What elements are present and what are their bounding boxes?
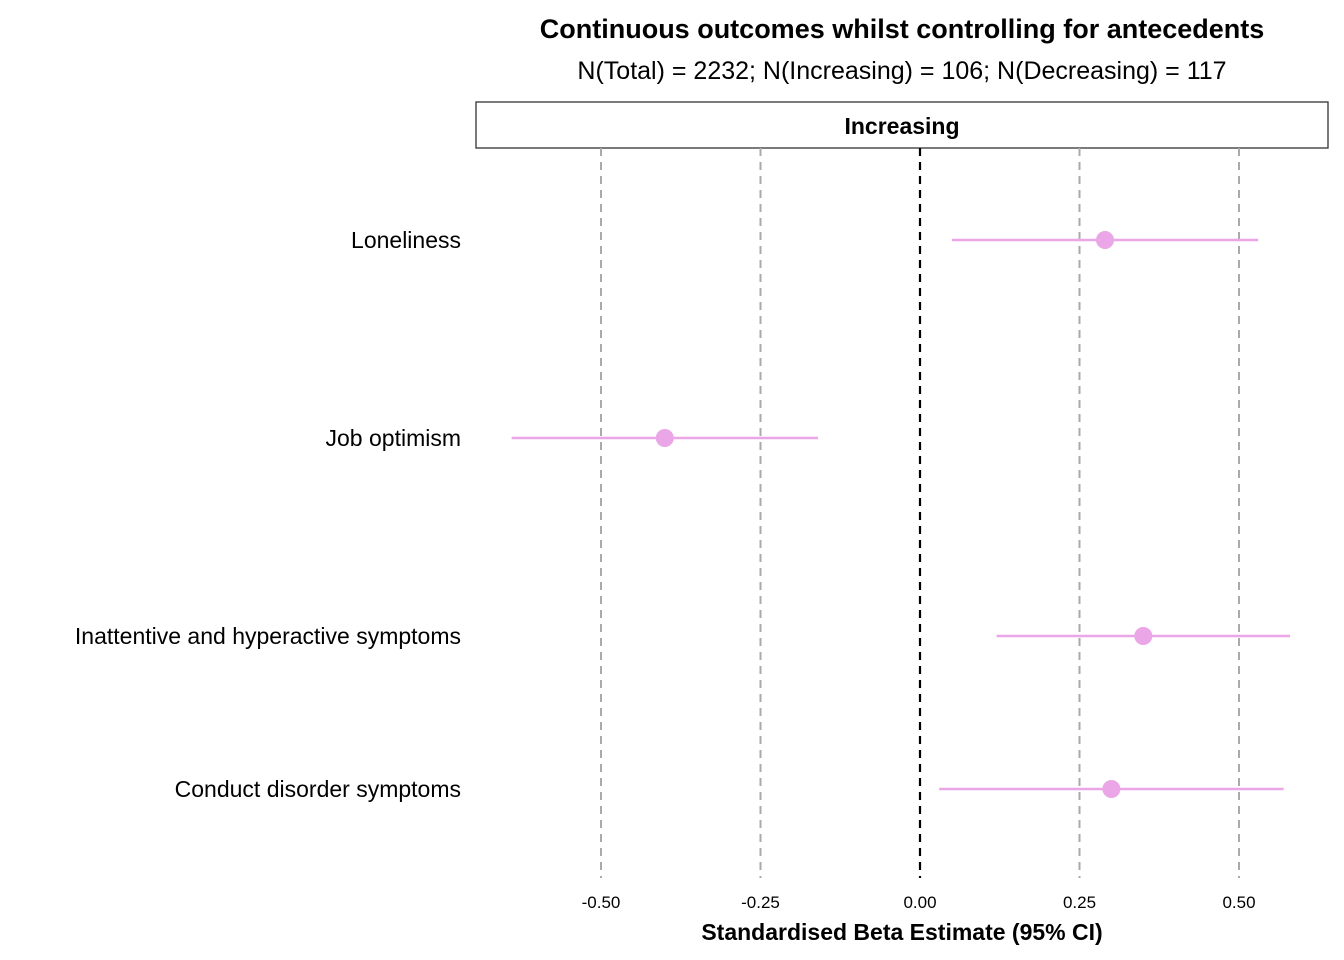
y-label-job-optimism: Job optimism xyxy=(326,425,461,451)
estimate-point-inattentive-and-hyperactive-symptoms xyxy=(1134,627,1153,645)
x-tick-label-0: -0.50 xyxy=(582,893,621,912)
y-label-inattentive-and-hyperactive-symptoms: Inattentive and hyperactive symptoms xyxy=(75,623,461,649)
x-axis-ticks: -0.50 -0.25 0.00 0.25 0.50 xyxy=(582,893,1256,912)
x-axis-title: Standardised Beta Estimate (95% CI) xyxy=(701,919,1102,945)
y-label-conduct-disorder-symptoms: Conduct disorder symptoms xyxy=(175,776,461,802)
x-tick-label-2: 0.00 xyxy=(903,893,936,912)
estimate-point-conduct-disorder-symptoms xyxy=(1102,780,1121,798)
x-tick-label-3: 0.25 xyxy=(1063,893,1096,912)
gridlines xyxy=(600,148,1240,878)
facet-strip: Increasing xyxy=(475,101,1329,149)
x-tick-label-4: 0.50 xyxy=(1222,893,1255,912)
x-tick-label-1: -0.25 xyxy=(741,893,780,912)
estimate-point-job-optimism xyxy=(655,429,674,447)
estimate-point-loneliness xyxy=(1096,231,1115,249)
facet-strip-box xyxy=(475,101,1329,149)
y-label-loneliness: Loneliness xyxy=(351,227,461,253)
plot-marks xyxy=(511,231,1291,798)
facet-strip-label: Increasing xyxy=(844,113,959,139)
chart-title: Continuous outcomes whilst controlling f… xyxy=(540,14,1265,44)
chart-subtitle: N(Total) = 2232; N(Increasing) = 106; N(… xyxy=(577,57,1226,85)
y-axis-labels: Loneliness Job optimism Inattentive and hy… xyxy=(75,227,461,802)
